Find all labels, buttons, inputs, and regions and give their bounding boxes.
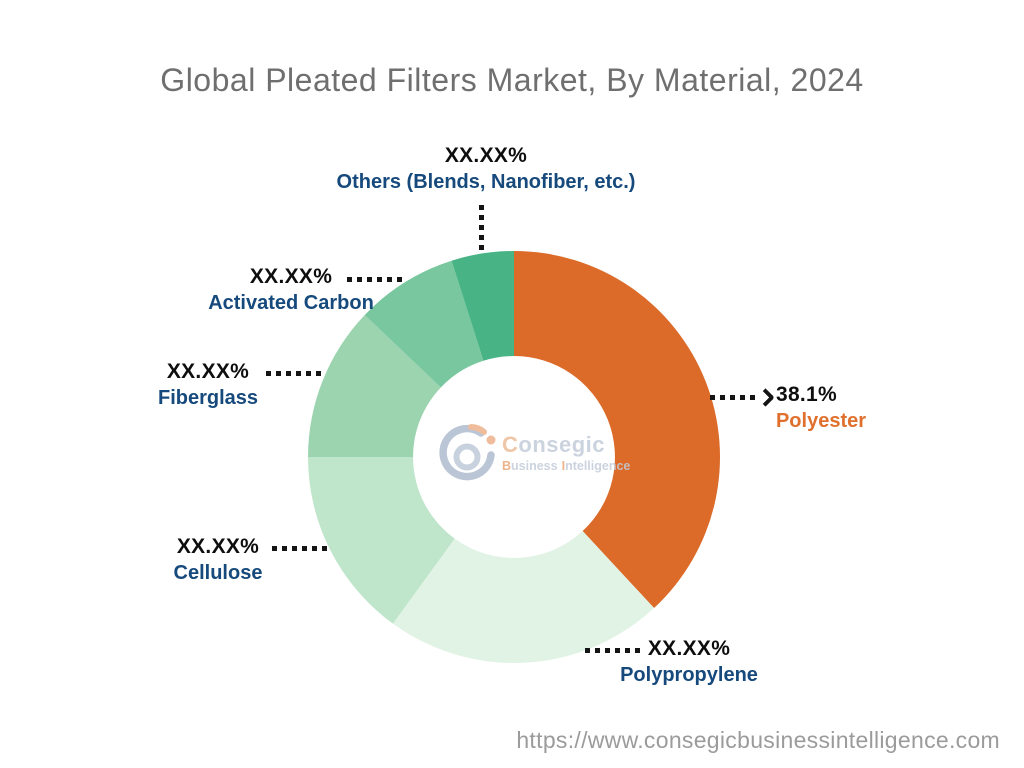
donut-segment-activated-carbon[interactable] [364, 260, 484, 388]
donut-segment-cellulose[interactable] [308, 457, 455, 624]
value-polyester: 38.1% [775, 383, 838, 406]
donut-chart [308, 251, 720, 663]
name-cellulose: Cellulose [173, 562, 263, 585]
consegic-logo-text: Consegic Business Intelligence [502, 432, 630, 473]
value-polypropylene: XX.XX% [647, 637, 731, 660]
label-others: XX.XX% Others (Blends, Nanofiber, etc.) [337, 144, 636, 194]
leader-line-polyester [710, 395, 757, 400]
label-cellulose: XX.XX% Cellulose [174, 535, 263, 585]
donut-segment-fiberglass[interactable] [308, 315, 441, 457]
leader-line-others [479, 205, 484, 250]
arrow-icon [756, 388, 775, 407]
donut-segment-polypropylene[interactable] [392, 531, 655, 663]
label-polyester: 38.1% Polyester [776, 383, 866, 433]
consegic-logo-watermark: Consegic Business Intelligence [436, 420, 630, 484]
name-others: Others (Blends, Nanofiber, etc.) [336, 171, 636, 194]
label-polypropylene: XX.XX% Polypropylene [620, 637, 758, 687]
label-activated-carbon: XX.XX% Activated Carbon [208, 265, 374, 315]
chart-title: Global Pleated Filters Market, By Materi… [160, 62, 864, 98]
donut-segment-polyester[interactable] [514, 251, 720, 609]
value-activated-carbon: XX.XX% [249, 265, 333, 288]
leader-line-activated-carbon [347, 277, 403, 282]
value-fiberglass: XX.XX% [166, 360, 250, 383]
leader-line-polypropylene [585, 648, 642, 653]
donut-segment-others-blends-nanofiber-etc[interactable] [451, 251, 514, 361]
value-others: XX.XX% [444, 144, 528, 167]
logo-tagline: Business Intelligence [502, 458, 631, 473]
label-fiberglass: XX.XX% Fiberglass [158, 360, 258, 410]
logo-company-name: Consegic [502, 431, 606, 457]
name-polyester: Polyester [775, 410, 867, 433]
leader-line-cellulose [272, 546, 327, 551]
leader-line-fiberglass [266, 371, 321, 376]
name-activated-carbon: Activated Carbon [208, 292, 374, 315]
name-polypropylene: Polypropylene [620, 664, 758, 687]
consegic-logo-icon [439, 424, 496, 481]
name-fiberglass: Fiberglass [157, 387, 259, 410]
source-url[interactable]: https://www.consegicbusinessintelligence… [516, 727, 1000, 753]
value-cellulose: XX.XX% [176, 535, 260, 558]
